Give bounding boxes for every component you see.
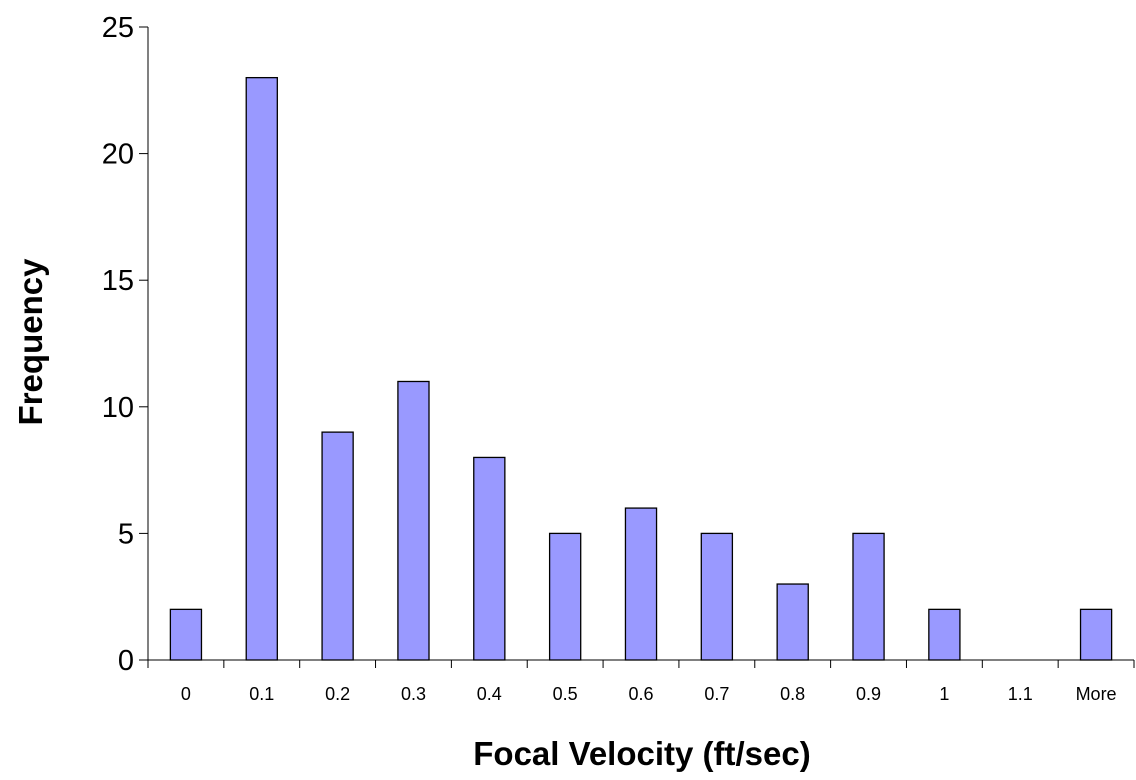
x-tick-label: 0 <box>181 684 191 704</box>
y-tick-label: 25 <box>102 12 134 44</box>
y-tick-label: 20 <box>102 139 134 171</box>
x-tick-label: 0.4 <box>477 684 502 704</box>
x-tick-label: 0.6 <box>628 684 653 704</box>
bar-0-4 <box>473 456 506 661</box>
bar-0-2 <box>321 431 354 661</box>
x-tick-label: 0.7 <box>704 684 729 704</box>
x-tick-label: 1.1 <box>1008 684 1033 704</box>
bar-0-8 <box>776 583 809 661</box>
x-axis: 0 0.1 0.2 0.3 0.4 0.5 0.6 0.7 0.8 0.9 1 1.1 More <box>147 659 1135 704</box>
bar-0-7 <box>700 532 734 661</box>
y-axis-title: Frequency <box>12 258 49 426</box>
x-tick-label: 0.1 <box>249 684 274 704</box>
bar-1 <box>928 608 961 661</box>
bar-0-1 <box>245 76 278 661</box>
y-tick-label: 0 <box>118 645 134 677</box>
x-tick-label: 1 <box>939 684 949 704</box>
y-axis: 0 5 10 15 20 25 <box>102 12 149 677</box>
bar-0-3 <box>397 380 430 661</box>
bar-0-6 <box>624 507 658 661</box>
y-tick-label: 15 <box>102 265 134 297</box>
x-tick-label: 0.3 <box>401 684 426 704</box>
bars <box>169 76 1113 661</box>
x-tick-label: 0.5 <box>553 684 578 704</box>
y-tick-label: 5 <box>118 518 134 550</box>
x-tick-label: 0.2 <box>325 684 350 704</box>
x-tick-label: More <box>1076 684 1117 704</box>
x-axis-title: Focal Velocity (ft/sec) <box>473 735 810 772</box>
y-tick-label: 10 <box>102 392 134 424</box>
bar-0 <box>169 608 203 661</box>
x-tick-label: 0.9 <box>856 684 881 704</box>
bar-0-5 <box>548 532 582 661</box>
bar-0-9 <box>852 532 885 661</box>
x-tick-label: 0.8 <box>780 684 805 704</box>
bar-more <box>1079 608 1113 661</box>
